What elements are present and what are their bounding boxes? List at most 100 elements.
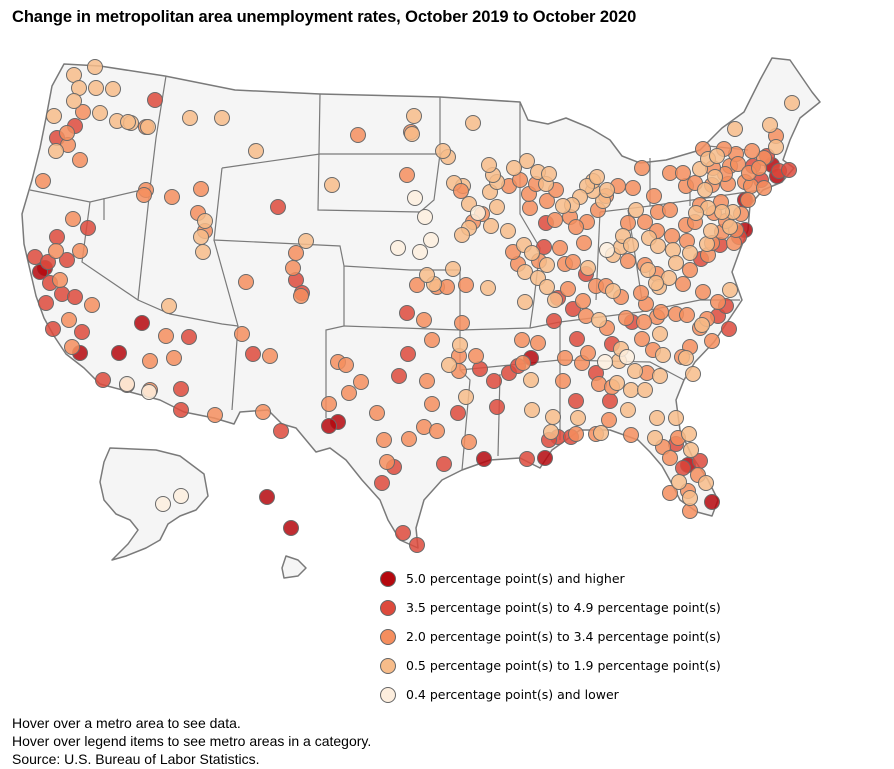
- metro-area-marker[interactable]: [238, 274, 254, 290]
- metro-area-marker[interactable]: [452, 337, 468, 353]
- metro-area-marker[interactable]: [682, 262, 698, 278]
- metro-area-marker[interactable]: [142, 353, 158, 369]
- metro-area-marker[interactable]: [214, 110, 230, 126]
- metro-area-marker[interactable]: [675, 276, 691, 292]
- metro-area-marker[interactable]: [390, 240, 406, 256]
- metro-area-marker[interactable]: [166, 350, 182, 366]
- metro-area-marker[interactable]: [173, 402, 189, 418]
- metro-area-marker[interactable]: [560, 281, 576, 297]
- metro-area-marker[interactable]: [523, 372, 539, 388]
- metro-area-marker[interactable]: [35, 173, 51, 189]
- metro-area-marker[interactable]: [703, 223, 719, 239]
- metro-area-marker[interactable]: [255, 404, 271, 420]
- metro-area-marker[interactable]: [181, 329, 197, 345]
- metro-area-marker[interactable]: [627, 363, 643, 379]
- metro-area-marker[interactable]: [601, 412, 617, 428]
- metro-area-marker[interactable]: [698, 475, 714, 491]
- metro-area-marker[interactable]: [391, 368, 407, 384]
- metro-area-marker[interactable]: [419, 373, 435, 389]
- metro-area-marker[interactable]: [424, 332, 440, 348]
- metro-area-marker[interactable]: [640, 262, 656, 278]
- metro-area-marker[interactable]: [555, 198, 571, 214]
- metro-area-marker[interactable]: [568, 393, 584, 409]
- metro-area-marker[interactable]: [722, 219, 738, 235]
- metro-area-marker[interactable]: [620, 402, 636, 418]
- metro-area-marker[interactable]: [591, 376, 607, 392]
- metro-area-marker[interactable]: [599, 182, 615, 198]
- metro-area-marker[interactable]: [648, 275, 664, 291]
- metro-area-marker[interactable]: [48, 143, 64, 159]
- metro-area-marker[interactable]: [650, 238, 666, 254]
- metro-area-marker[interactable]: [762, 117, 778, 133]
- metro-area-marker[interactable]: [668, 410, 684, 426]
- metro-area-marker[interactable]: [483, 218, 499, 234]
- metro-area-marker[interactable]: [193, 229, 209, 245]
- metro-area-marker[interactable]: [681, 426, 697, 442]
- metro-area-marker[interactable]: [75, 104, 91, 120]
- metro-area-marker[interactable]: [707, 169, 723, 185]
- metro-area-marker[interactable]: [636, 314, 652, 330]
- metro-area-marker[interactable]: [704, 333, 720, 349]
- metro-area-marker[interactable]: [625, 180, 641, 196]
- metro-area-marker[interactable]: [576, 235, 592, 251]
- metro-area-marker[interactable]: [555, 373, 571, 389]
- metro-area-marker[interactable]: [84, 297, 100, 313]
- metro-area-marker[interactable]: [557, 350, 573, 366]
- metro-area-marker[interactable]: [353, 374, 369, 390]
- metro-area-marker[interactable]: [155, 496, 171, 512]
- metro-area-marker[interactable]: [173, 488, 189, 504]
- metro-area-marker[interactable]: [694, 317, 710, 333]
- legend-item-cat5[interactable]: 0.4 percentage point(s) and lower: [380, 680, 721, 709]
- metro-area-marker[interactable]: [704, 494, 720, 510]
- metro-area-marker[interactable]: [519, 451, 535, 467]
- metro-area-marker[interactable]: [95, 372, 111, 388]
- metro-area-marker[interactable]: [514, 332, 530, 348]
- metro-area-marker[interactable]: [671, 474, 687, 490]
- metro-area-marker[interactable]: [417, 209, 433, 225]
- metro-area-marker[interactable]: [722, 282, 738, 298]
- metro-area-marker[interactable]: [441, 357, 457, 373]
- legend-item-cat2[interactable]: 3.5 percentage point(s) to 4.9 percentag…: [380, 593, 721, 622]
- metro-area-marker[interactable]: [288, 245, 304, 261]
- metro-area-marker[interactable]: [49, 229, 65, 245]
- metro-area-marker[interactable]: [395, 525, 411, 541]
- metro-area-marker[interactable]: [399, 305, 415, 321]
- metro-area-marker[interactable]: [605, 283, 621, 299]
- metro-area-marker[interactable]: [321, 418, 337, 434]
- metro-area-marker[interactable]: [500, 223, 516, 239]
- metro-area-marker[interactable]: [140, 119, 156, 135]
- metro-area-marker[interactable]: [283, 520, 299, 536]
- metro-area-marker[interactable]: [379, 454, 395, 470]
- metro-area-marker[interactable]: [458, 389, 474, 405]
- metro-area-marker[interactable]: [161, 298, 177, 314]
- metro-area-marker[interactable]: [136, 187, 152, 203]
- metro-area-marker[interactable]: [517, 264, 533, 280]
- metro-area-marker[interactable]: [59, 125, 75, 141]
- metro-area-marker[interactable]: [649, 410, 665, 426]
- metro-area-marker[interactable]: [721, 321, 737, 337]
- metro-area-marker[interactable]: [412, 244, 428, 260]
- metro-area-marker[interactable]: [406, 108, 422, 124]
- legend-item-cat3[interactable]: 2.0 percentage point(s) to 3.4 percentag…: [380, 622, 721, 651]
- metro-area-marker[interactable]: [543, 424, 559, 440]
- metro-area-marker[interactable]: [65, 211, 81, 227]
- metro-area-marker[interactable]: [445, 261, 461, 277]
- metro-area-marker[interactable]: [580, 260, 596, 276]
- metro-area-marker[interactable]: [685, 366, 701, 382]
- metro-area-marker[interactable]: [40, 254, 56, 270]
- legend-item-cat1[interactable]: 5.0 percentage point(s) and higher: [380, 564, 721, 593]
- metro-area-marker[interactable]: [662, 202, 678, 218]
- metro-area-marker[interactable]: [182, 110, 198, 126]
- metro-area-marker[interactable]: [565, 254, 581, 270]
- metro-area-marker[interactable]: [709, 148, 725, 164]
- metro-area-marker[interactable]: [46, 108, 62, 124]
- metro-area-marker[interactable]: [461, 434, 477, 450]
- metro-area-marker[interactable]: [646, 188, 662, 204]
- metro-area-marker[interactable]: [120, 114, 136, 130]
- metro-area-marker[interactable]: [784, 95, 800, 111]
- metro-area-marker[interactable]: [105, 81, 121, 97]
- metro-area-marker[interactable]: [618, 310, 634, 326]
- metro-area-marker[interactable]: [119, 376, 135, 392]
- metro-area-marker[interactable]: [519, 153, 535, 169]
- metro-area-marker[interactable]: [768, 139, 784, 155]
